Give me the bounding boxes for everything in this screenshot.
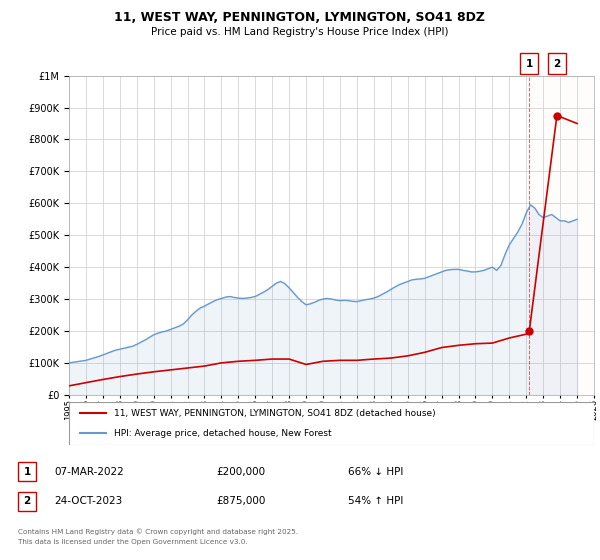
Text: 11, WEST WAY, PENNINGTON, LYMINGTON, SO41 8DZ: 11, WEST WAY, PENNINGTON, LYMINGTON, SO4… (115, 11, 485, 24)
FancyBboxPatch shape (69, 402, 594, 445)
Text: This data is licensed under the Open Government Licence v3.0.: This data is licensed under the Open Gov… (18, 539, 248, 545)
Text: £875,000: £875,000 (216, 496, 265, 506)
Text: 54% ↑ HPI: 54% ↑ HPI (348, 496, 403, 506)
Bar (529, 76, 594, 395)
Text: 1: 1 (526, 59, 533, 69)
Text: 2: 2 (23, 496, 31, 506)
Text: 24-OCT-2023: 24-OCT-2023 (54, 496, 122, 506)
Text: £200,000: £200,000 (216, 466, 265, 477)
Text: 11, WEST WAY, PENNINGTON, LYMINGTON, SO41 8DZ (detached house): 11, WEST WAY, PENNINGTON, LYMINGTON, SO4… (113, 409, 435, 418)
Text: 2: 2 (553, 59, 560, 69)
Text: HPI: Average price, detached house, New Forest: HPI: Average price, detached house, New … (113, 429, 331, 438)
Text: 1: 1 (23, 466, 31, 477)
Text: Price paid vs. HM Land Registry's House Price Index (HPI): Price paid vs. HM Land Registry's House … (151, 27, 449, 37)
Text: 07-MAR-2022: 07-MAR-2022 (54, 466, 124, 477)
Text: Contains HM Land Registry data © Crown copyright and database right 2025.: Contains HM Land Registry data © Crown c… (18, 529, 298, 535)
Text: 66% ↓ HPI: 66% ↓ HPI (348, 466, 403, 477)
